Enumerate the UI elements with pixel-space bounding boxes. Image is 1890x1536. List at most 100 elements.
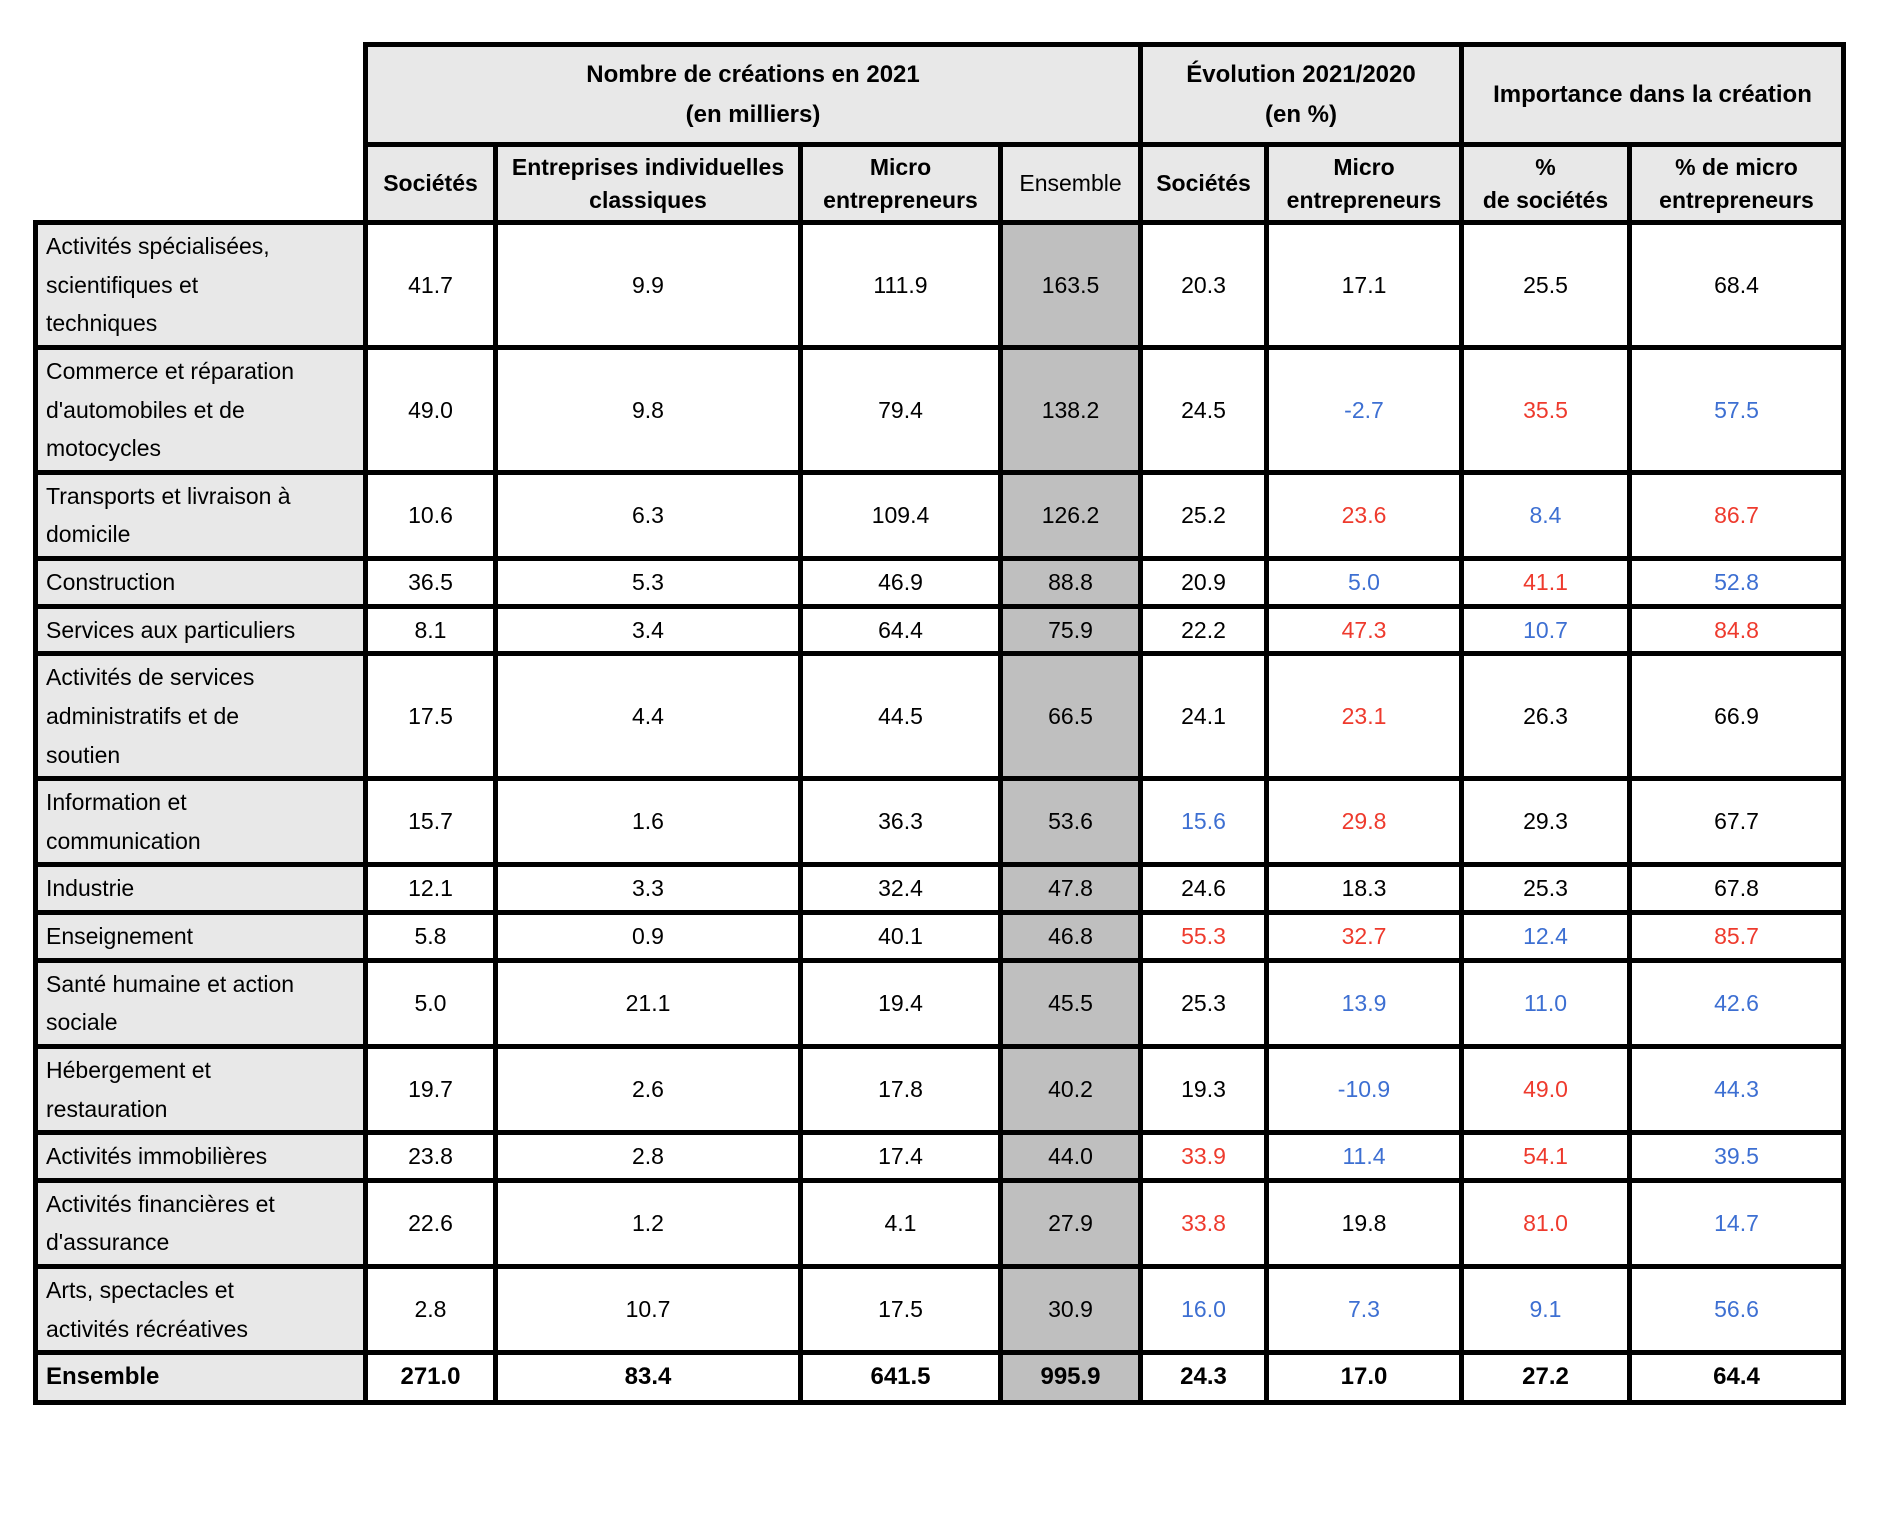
group-header-evolution: Évolution 2021/2020 (en %) — [1138, 42, 1464, 147]
cell-societes: 12.1 — [363, 862, 498, 915]
column-group-header-row: Nombre de créations en 2021 (en milliers… — [36, 42, 1846, 147]
cell-evolution-micro-entrepreneurs: 5.0 — [1264, 556, 1464, 609]
cell-societes: 23.8 — [363, 1130, 498, 1183]
cell-pct-micro-entrepreneurs: 68.4 — [1627, 220, 1846, 350]
cell-evolution-societes: 24.3 — [1138, 1350, 1269, 1405]
cell-ensemble: 66.5 — [998, 651, 1143, 782]
table-row-total: Ensemble 271.0 83.4 641.5 995.9 24.3 17.0 27.2 6… — [33, 1350, 1846, 1405]
col-header-ensemble: Ensemble — [998, 142, 1143, 225]
cell-micro-entrepreneurs: 79.4 — [798, 344, 1003, 475]
cell-ensemble: 47.8 — [998, 862, 1143, 915]
cell-pct-societes: 29.3 — [1459, 776, 1632, 868]
cell-societes: 10.6 — [363, 469, 498, 562]
cell-evolution-micro-entrepreneurs: 17.0 — [1264, 1350, 1464, 1405]
cell-ensemble: 75.9 — [998, 603, 1143, 657]
table-row: Enseignement 5.8 0.9 40.1 46.8 55.3 32.7 12.4 85… — [33, 910, 1846, 963]
cell-societes: 22.6 — [363, 1177, 498, 1270]
cell-pct-micro-entrepreneurs: 67.8 — [1627, 862, 1846, 915]
cell-entreprises-individuelles-classiques: 9.9 — [493, 220, 803, 350]
cell-entreprises-individuelles-classiques: 3.4 — [493, 603, 803, 657]
cell-micro-entrepreneurs: 4.1 — [798, 1177, 1003, 1270]
table-row: Services aux particuliers 8.1 3.4 64.4 75.9 2… — [33, 603, 1846, 657]
table-row: Hébergement et restauration 19.7 2.6 17.8 40… — [33, 1043, 1846, 1136]
cell-micro-entrepreneurs: 44.5 — [798, 651, 1003, 782]
table-row: Activités spécialisées, scientifiques et… — [33, 220, 1846, 350]
cell-ensemble: 44.0 — [998, 1130, 1143, 1183]
cell-pct-societes: 54.1 — [1459, 1130, 1632, 1183]
cell-pct-micro-entrepreneurs: 84.8 — [1627, 603, 1846, 657]
cell-pct-societes: 25.3 — [1459, 862, 1632, 915]
row-label: Activités immobilières — [33, 1130, 368, 1183]
cell-micro-entrepreneurs: 40.1 — [798, 910, 1003, 963]
cell-evolution-societes: 19.3 — [1138, 1043, 1269, 1136]
cell-evolution-societes: 24.6 — [1138, 862, 1269, 915]
table-row: Activités financières et d'assurance 22.6… — [33, 1177, 1846, 1270]
cell-evolution-societes: 15.6 — [1138, 776, 1269, 868]
cell-pct-micro-entrepreneurs: 85.7 — [1627, 910, 1846, 963]
cell-ensemble: 45.5 — [998, 957, 1143, 1049]
group-header-importance: Importance dans la création — [1459, 42, 1846, 147]
cell-pct-societes: 27.2 — [1459, 1350, 1632, 1405]
cell-ensemble: 88.8 — [998, 556, 1143, 609]
row-label: Enseignement — [33, 910, 368, 963]
cell-ensemble: 995.9 — [998, 1350, 1143, 1405]
table-row: Activités de services administratifs et … — [33, 651, 1846, 782]
cell-evolution-societes: 22.2 — [1138, 603, 1269, 657]
cell-societes: 271.0 — [363, 1350, 498, 1405]
table-body: Activités spécialisées, scientifiques et… — [33, 220, 1846, 1405]
cell-pct-societes: 10.7 — [1459, 603, 1632, 657]
cell-evolution-societes: 20.9 — [1138, 556, 1269, 609]
row-label: Activités financières et d'assurance — [33, 1177, 368, 1270]
cell-pct-micro-entrepreneurs: 66.9 — [1627, 651, 1846, 782]
cell-societes: 2.8 — [363, 1263, 498, 1356]
row-label: Transports et livraison à domicile — [33, 469, 368, 562]
cell-evolution-societes: 55.3 — [1138, 910, 1269, 963]
cell-ensemble: 163.5 — [998, 220, 1143, 350]
cell-societes: 15.7 — [363, 776, 498, 868]
cell-pct-societes: 81.0 — [1459, 1177, 1632, 1270]
cell-evolution-micro-entrepreneurs: 17.1 — [1264, 220, 1464, 350]
row-label: Information et communication — [33, 776, 368, 868]
cell-pct-societes: 12.4 — [1459, 910, 1632, 963]
cell-ensemble: 126.2 — [998, 469, 1143, 562]
cell-societes: 17.5 — [363, 651, 498, 782]
cell-pct-micro-entrepreneurs: 64.4 — [1627, 1350, 1846, 1405]
cell-societes: 49.0 — [363, 344, 498, 475]
cell-entreprises-individuelles-classiques: 2.6 — [493, 1043, 803, 1136]
cell-pct-societes: 26.3 — [1459, 651, 1632, 782]
table-row: Information et communication 15.7 1.6 36.3 5… — [33, 776, 1846, 868]
table-row: Construction 36.5 5.3 46.9 88.8 20.9 5.0 41.1 52… — [33, 556, 1846, 609]
cell-pct-societes: 8.4 — [1459, 469, 1632, 562]
cell-societes: 8.1 — [363, 603, 498, 657]
cell-societes: 5.8 — [363, 910, 498, 963]
cell-ensemble: 30.9 — [998, 1263, 1143, 1356]
cell-pct-micro-entrepreneurs: 42.6 — [1627, 957, 1846, 1049]
cell-ensemble: 27.9 — [998, 1177, 1143, 1270]
row-label: Construction — [33, 556, 368, 609]
cell-evolution-societes: 25.3 — [1138, 957, 1269, 1049]
cell-entreprises-individuelles-classiques: 3.3 — [493, 862, 803, 915]
cell-entreprises-individuelles-classiques: 5.3 — [493, 556, 803, 609]
cell-evolution-societes: 25.2 — [1138, 469, 1269, 562]
cell-micro-entrepreneurs: 36.3 — [798, 776, 1003, 868]
row-label: Commerce et réparation d'automobiles et … — [33, 344, 368, 475]
group-header-nombre-creations: Nombre de créations en 2021 (en milliers… — [363, 42, 1143, 147]
cell-evolution-micro-entrepreneurs: 47.3 — [1264, 603, 1464, 657]
row-label: Industrie — [33, 862, 368, 915]
cell-ensemble: 138.2 — [998, 344, 1143, 475]
cell-ensemble: 53.6 — [998, 776, 1143, 868]
sub-header-row: Sociétés Entreprises individuelles class… — [36, 142, 1846, 225]
cell-pct-micro-entrepreneurs: 39.5 — [1627, 1130, 1846, 1183]
cell-evolution-societes: 20.3 — [1138, 220, 1269, 350]
cell-evolution-societes: 16.0 — [1138, 1263, 1269, 1356]
cell-entreprises-individuelles-classiques: 9.8 — [493, 344, 803, 475]
cell-pct-micro-entrepreneurs: 86.7 — [1627, 469, 1846, 562]
cell-evolution-societes: 24.1 — [1138, 651, 1269, 782]
cell-entreprises-individuelles-classiques: 1.6 — [493, 776, 803, 868]
cell-entreprises-individuelles-classiques: 2.8 — [493, 1130, 803, 1183]
cell-evolution-micro-entrepreneurs: 18.3 — [1264, 862, 1464, 915]
table-row: Industrie 12.1 3.3 32.4 47.8 24.6 18.3 25.3 67.8 — [33, 862, 1846, 915]
cell-micro-entrepreneurs: 46.9 — [798, 556, 1003, 609]
cell-pct-micro-entrepreneurs: 56.6 — [1627, 1263, 1846, 1356]
cell-evolution-micro-entrepreneurs: 32.7 — [1264, 910, 1464, 963]
